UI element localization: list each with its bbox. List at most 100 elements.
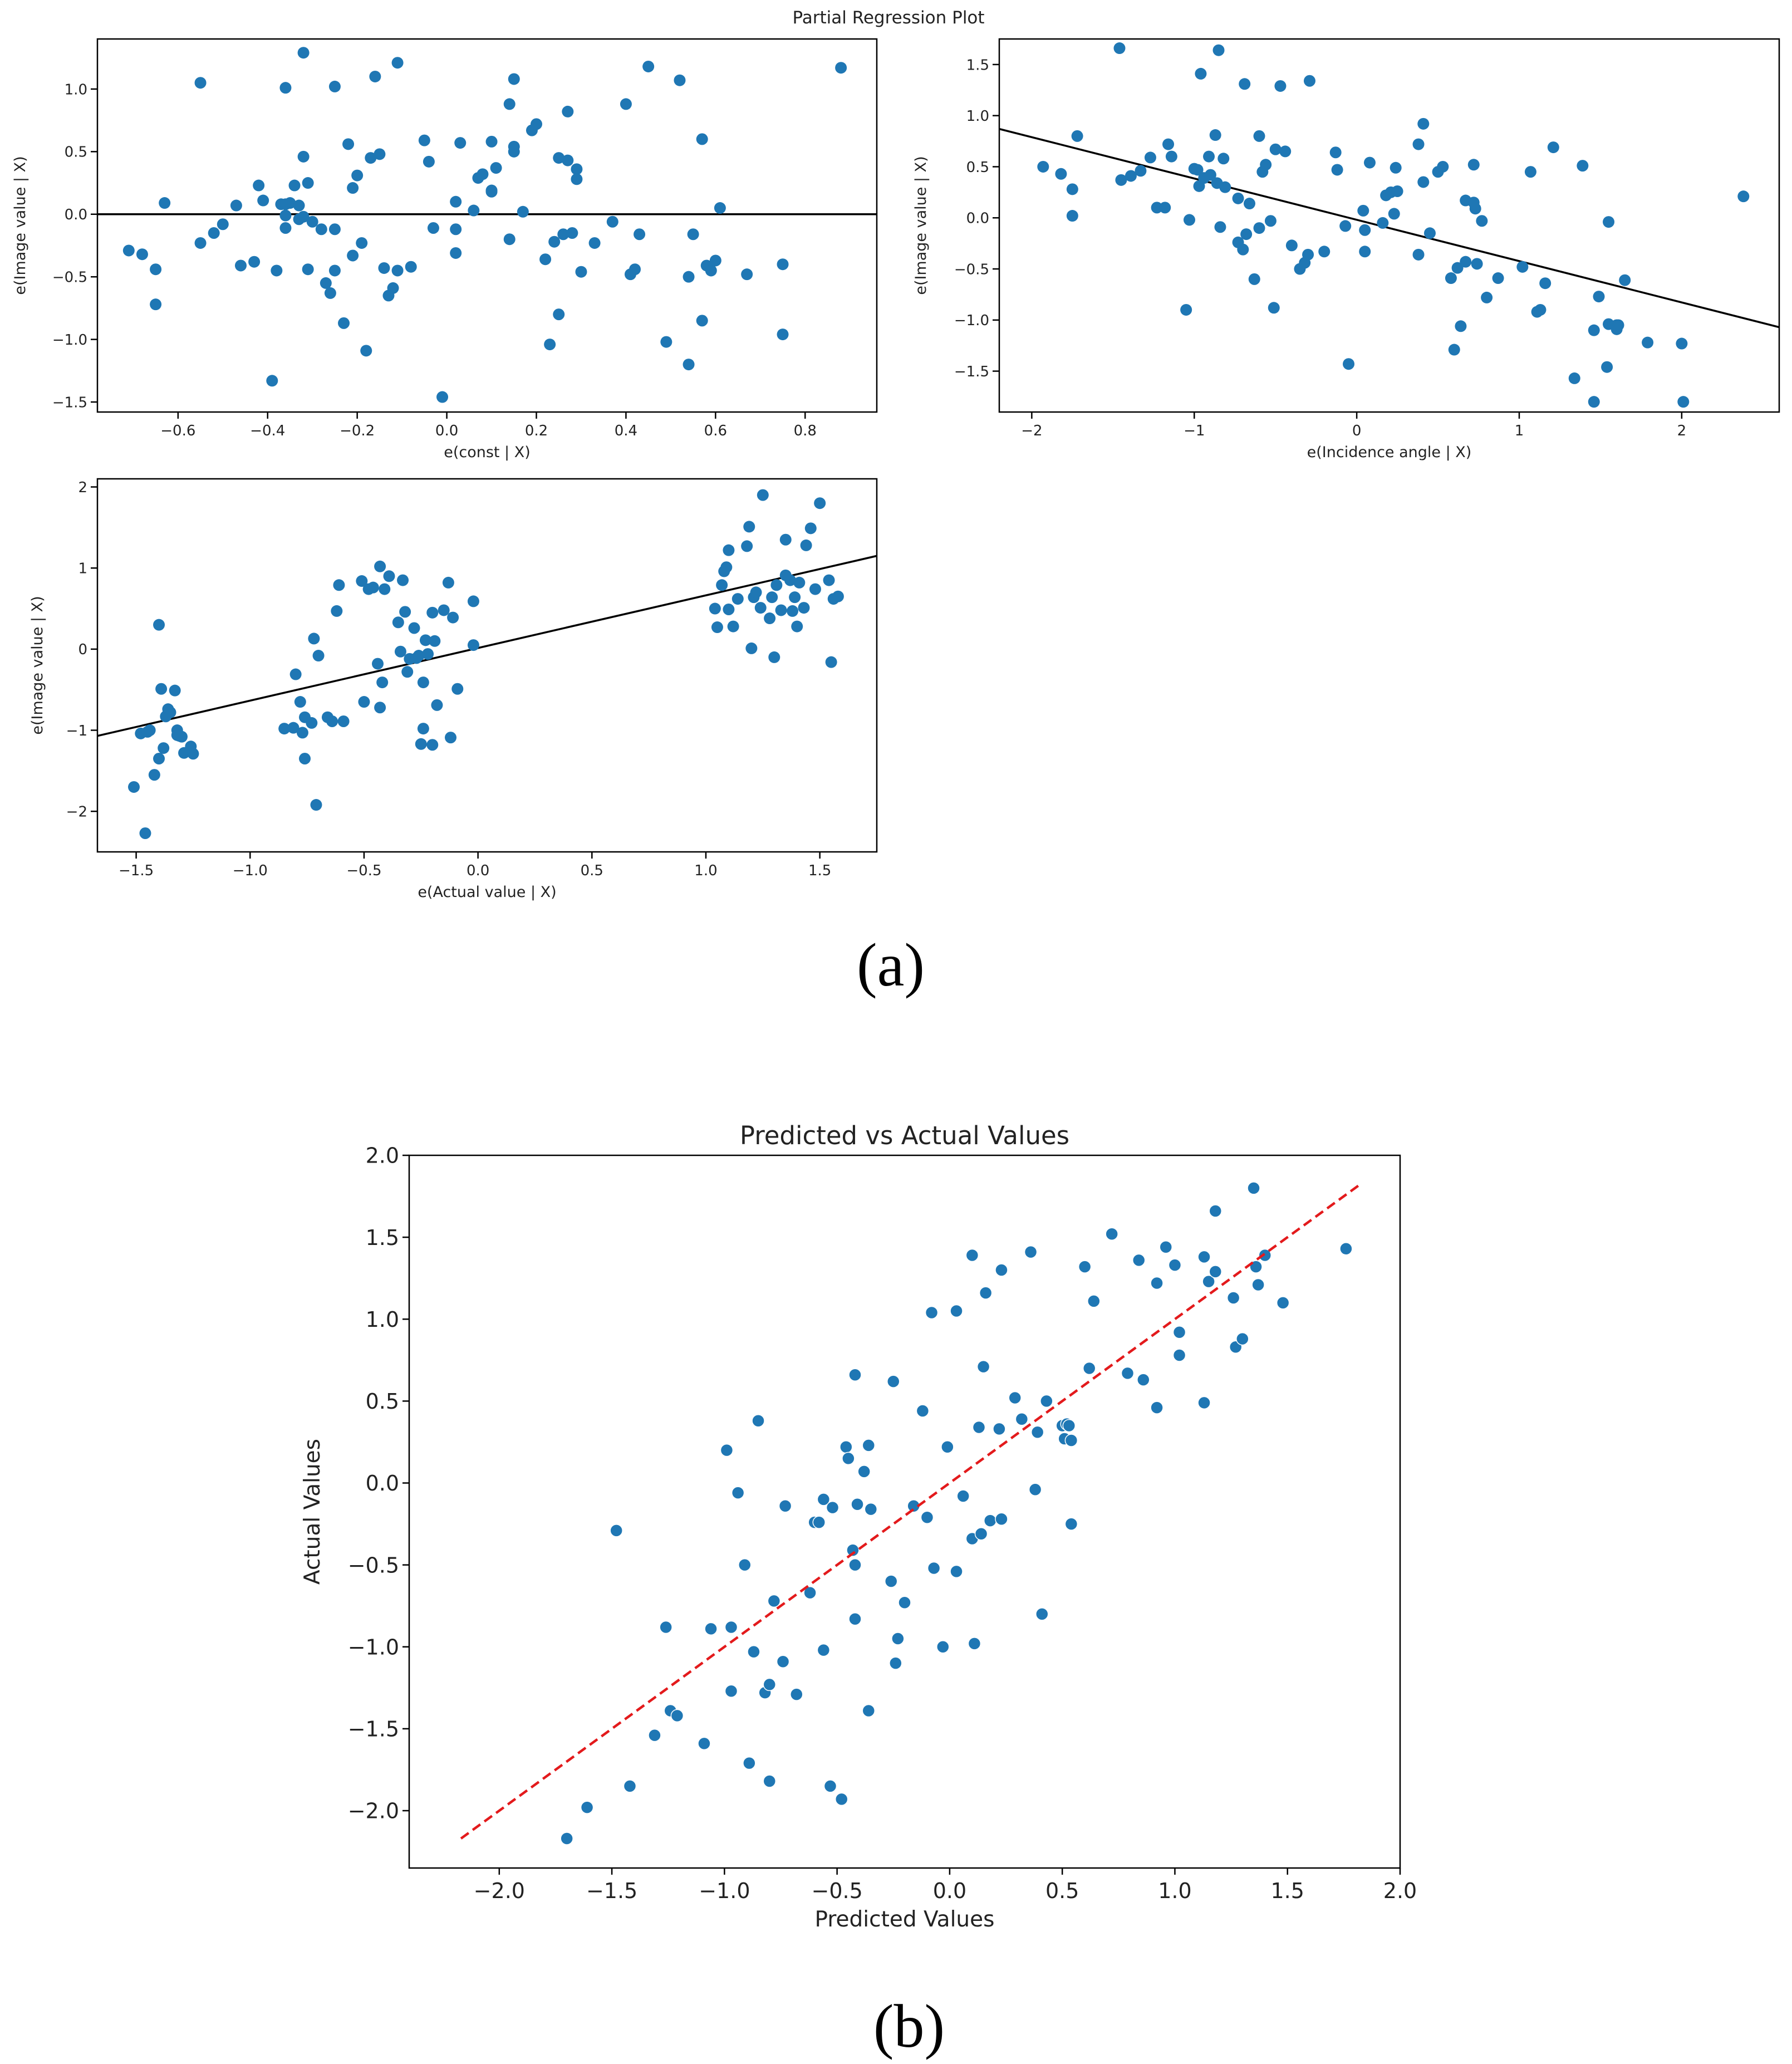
actual-data-point xyxy=(413,650,425,662)
incidence-data-point xyxy=(1359,246,1371,258)
actual-data-point xyxy=(376,676,389,689)
pred_vs_actual-data-point xyxy=(995,1263,1008,1277)
incidence-data-point xyxy=(1209,129,1221,141)
panel-actual-value-residual-plot: −1.5 −1.0 −0.5 0.0 0.5 1.0 1.5 −2 −1 0 1 2 e(Actual … xyxy=(29,478,878,901)
incidence-data-point xyxy=(1204,169,1216,181)
actual-data-point xyxy=(392,616,404,629)
const-data-point xyxy=(674,74,686,86)
const-data-point xyxy=(683,359,695,371)
actual-data-point xyxy=(169,684,181,697)
actual-data-point xyxy=(723,544,735,556)
actual-x-tick-label: −0.5 xyxy=(346,862,381,879)
const-data-point xyxy=(338,317,350,329)
pred_vs_actual-data-point xyxy=(936,1640,950,1654)
pred_vs_actual-data-point xyxy=(864,1502,878,1516)
const-y-tick-label: −1.5 xyxy=(52,394,87,411)
pred_vs_actual-x-tick-label: −1.0 xyxy=(699,1879,750,1903)
const-x-axis-label: e(const | X) xyxy=(444,444,531,461)
const-data-point xyxy=(217,218,229,231)
actual-data-point xyxy=(814,497,826,509)
const-data-point xyxy=(508,140,520,153)
const-data-point xyxy=(328,223,341,236)
incidence-data-point xyxy=(1593,291,1605,303)
actual-data-point xyxy=(716,579,728,591)
actual-data-point xyxy=(417,723,429,735)
incidence-data-point xyxy=(1455,320,1467,332)
incidence-x-tick-label: −2 xyxy=(1021,423,1042,439)
actual-data-point xyxy=(278,723,291,735)
pred_vs_actual-data-point xyxy=(817,1493,831,1506)
const-axes-frame xyxy=(96,38,878,413)
const-y-tick-label: −1.0 xyxy=(52,332,87,349)
actual-data-point xyxy=(287,722,300,734)
const-data-point xyxy=(642,60,655,72)
pred_vs_actual-data-point xyxy=(995,1512,1008,1526)
pred_vs_actual-data-point xyxy=(1064,1434,1078,1447)
actual-data-point xyxy=(139,827,151,839)
incidence-data-point xyxy=(1539,277,1552,290)
incidence-data-point xyxy=(1264,215,1277,227)
const-data-point xyxy=(279,222,292,234)
actual-data-point xyxy=(356,575,368,587)
pred_vs_actual-data-point xyxy=(941,1440,954,1454)
actual-data-point xyxy=(447,611,459,624)
incidence-data-point xyxy=(1055,168,1067,180)
pred_vs_actual-data-point xyxy=(648,1728,661,1742)
incidence-data-point xyxy=(1183,214,1195,226)
pred_vs_actual-x-tick-label: 0.0 xyxy=(933,1879,966,1903)
actual-data-point xyxy=(422,648,434,660)
const-data-point xyxy=(571,163,583,175)
const-data-point xyxy=(302,263,314,276)
const-data-point xyxy=(696,133,708,145)
const-data-point xyxy=(485,185,498,198)
incidence-data-point xyxy=(1248,273,1260,285)
pred_vs_actual-data-point xyxy=(965,1248,979,1262)
pred_vs_actual-data-point xyxy=(738,1558,752,1572)
const-data-point xyxy=(427,222,439,234)
actual-data-point xyxy=(426,606,439,619)
incidence-data-point xyxy=(1534,303,1546,316)
incidence-x-tick-label: 0 xyxy=(1352,423,1362,439)
pred_vs_actual-data-point xyxy=(974,1527,988,1541)
const-data-point xyxy=(248,256,261,268)
incidence-data-point xyxy=(1269,143,1282,155)
pred_vs_actual-data-point xyxy=(972,1420,986,1434)
const-data-point xyxy=(208,227,220,239)
incidence-data-point xyxy=(1677,396,1690,408)
pred_vs_actual-data-point xyxy=(1168,1258,1182,1272)
pred_vs_actual-data-point xyxy=(752,1414,765,1428)
pred_vs_actual-data-point xyxy=(1105,1227,1118,1241)
pred_vs_actual-data-point xyxy=(1150,1401,1163,1414)
actual-y-tick-label: −1 xyxy=(66,723,87,739)
incidence-data-point xyxy=(1423,227,1436,239)
actual-data-point xyxy=(127,781,140,793)
const-x-tick-label: −0.2 xyxy=(340,423,375,439)
actual-data-point xyxy=(438,604,450,616)
pred_vs_actual-data-point xyxy=(1121,1366,1135,1380)
actual-y-tick-label: −2 xyxy=(66,804,87,821)
actual-data-point xyxy=(709,602,721,615)
incidence-y-tick-label: 1.5 xyxy=(966,57,989,73)
const-data-point xyxy=(230,199,242,212)
incidence-data-point xyxy=(1363,156,1376,169)
const-data-point xyxy=(606,215,618,228)
actual-data-point xyxy=(399,606,411,618)
actual-data-point xyxy=(770,579,783,591)
pred_vs_actual-x-axis-label: Predicted Values xyxy=(815,1907,995,1932)
incidence-y-tick-label: 1.0 xyxy=(966,108,989,125)
pred_vs_actual-x-tick-label: −1.5 xyxy=(586,1879,637,1903)
incidence-y-tick-label: 0.5 xyxy=(966,159,989,176)
incidence-data-point xyxy=(1343,358,1355,370)
incidence-data-point xyxy=(1437,160,1449,173)
pred_vs_actual-data-point xyxy=(823,1779,837,1793)
const-data-point xyxy=(696,315,708,327)
pred_vs_actual-data-point xyxy=(956,1489,970,1503)
actual-data-point xyxy=(153,753,165,764)
const-data-point xyxy=(687,228,699,241)
actual-data-point xyxy=(397,574,409,586)
const-data-point xyxy=(683,271,695,283)
incidence-data-point xyxy=(1214,221,1226,233)
const-data-point xyxy=(136,248,148,261)
actual-data-point xyxy=(754,602,767,614)
actual-data-point xyxy=(779,533,792,546)
